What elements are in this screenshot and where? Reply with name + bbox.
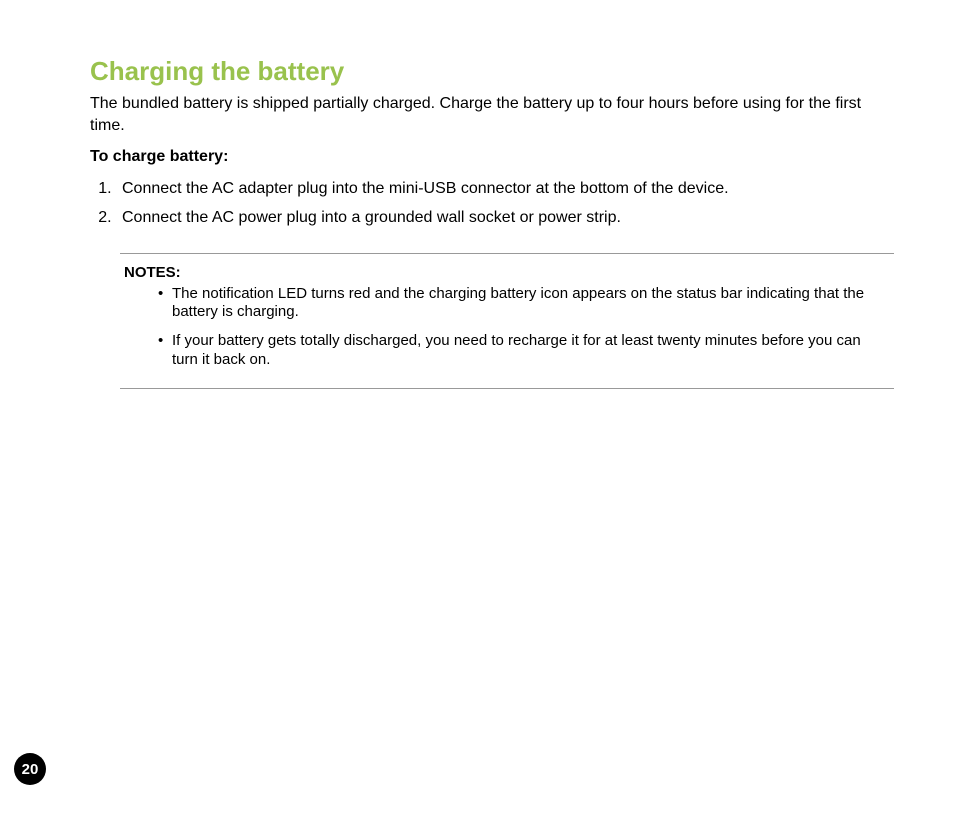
intro-paragraph: The bundled battery is shipped partially… [90, 93, 894, 136]
note-item: The notification LED turns red and the c… [172, 285, 890, 323]
page-number: 20 [22, 761, 39, 778]
procedure-steps: Connect the AC adapter plug into the min… [90, 178, 894, 229]
note-item: If your battery gets totally discharged,… [172, 332, 890, 370]
procedure-heading: To charge battery: [90, 146, 894, 168]
notes-list: The notification LED turns red and the c… [124, 285, 890, 370]
step-item: Connect the AC adapter plug into the min… [116, 178, 894, 200]
page-number-badge: 20 [14, 753, 46, 785]
section-title: Charging the battery [90, 56, 894, 87]
manual-page: Charging the battery The bundled battery… [0, 0, 954, 389]
notes-label: NOTES: [124, 264, 890, 283]
notes-box: NOTES: The notification LED turns red an… [120, 253, 894, 389]
step-item: Connect the AC power plug into a grounde… [116, 207, 894, 229]
